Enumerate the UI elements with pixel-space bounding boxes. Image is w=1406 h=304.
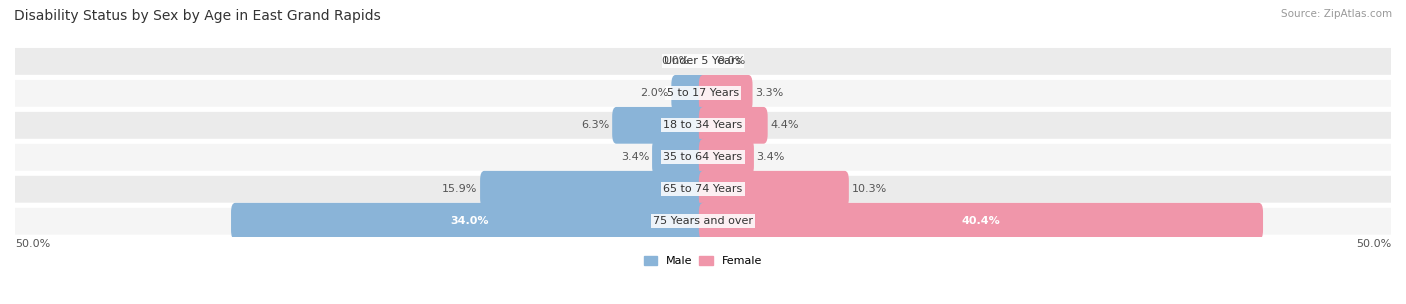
FancyBboxPatch shape xyxy=(231,203,707,240)
Text: Disability Status by Sex by Age in East Grand Rapids: Disability Status by Sex by Age in East … xyxy=(14,9,381,23)
Text: 6.3%: 6.3% xyxy=(581,120,609,130)
Text: 65 to 74 Years: 65 to 74 Years xyxy=(664,184,742,194)
Text: 75 Years and over: 75 Years and over xyxy=(652,216,754,226)
FancyBboxPatch shape xyxy=(699,139,754,176)
Text: 4.4%: 4.4% xyxy=(770,120,799,130)
Text: 50.0%: 50.0% xyxy=(15,239,51,249)
Text: 0.0%: 0.0% xyxy=(717,56,745,66)
Text: 34.0%: 34.0% xyxy=(450,216,488,226)
FancyBboxPatch shape xyxy=(671,75,707,112)
Text: 18 to 34 Years: 18 to 34 Years xyxy=(664,120,742,130)
FancyBboxPatch shape xyxy=(15,176,1391,203)
Text: 10.3%: 10.3% xyxy=(852,184,887,194)
Text: 5 to 17 Years: 5 to 17 Years xyxy=(666,88,740,98)
Text: 3.3%: 3.3% xyxy=(755,88,783,98)
FancyBboxPatch shape xyxy=(15,112,1391,139)
Text: 50.0%: 50.0% xyxy=(1355,239,1391,249)
Text: 2.0%: 2.0% xyxy=(640,88,669,98)
FancyBboxPatch shape xyxy=(652,139,707,176)
Text: 0.0%: 0.0% xyxy=(661,56,689,66)
FancyBboxPatch shape xyxy=(699,203,1263,240)
FancyBboxPatch shape xyxy=(15,208,1391,235)
FancyBboxPatch shape xyxy=(699,171,849,208)
FancyBboxPatch shape xyxy=(699,75,752,112)
Text: 35 to 64 Years: 35 to 64 Years xyxy=(664,152,742,162)
FancyBboxPatch shape xyxy=(699,107,768,144)
Text: Under 5 Years: Under 5 Years xyxy=(665,56,741,66)
FancyBboxPatch shape xyxy=(612,107,707,144)
Text: 15.9%: 15.9% xyxy=(441,184,477,194)
FancyBboxPatch shape xyxy=(15,48,1391,75)
FancyBboxPatch shape xyxy=(15,80,1391,107)
Legend: Male, Female: Male, Female xyxy=(644,256,762,266)
Text: 40.4%: 40.4% xyxy=(962,216,1000,226)
Text: Source: ZipAtlas.com: Source: ZipAtlas.com xyxy=(1281,9,1392,19)
Text: 3.4%: 3.4% xyxy=(621,152,650,162)
Text: 3.4%: 3.4% xyxy=(756,152,785,162)
FancyBboxPatch shape xyxy=(15,144,1391,171)
FancyBboxPatch shape xyxy=(479,171,707,208)
